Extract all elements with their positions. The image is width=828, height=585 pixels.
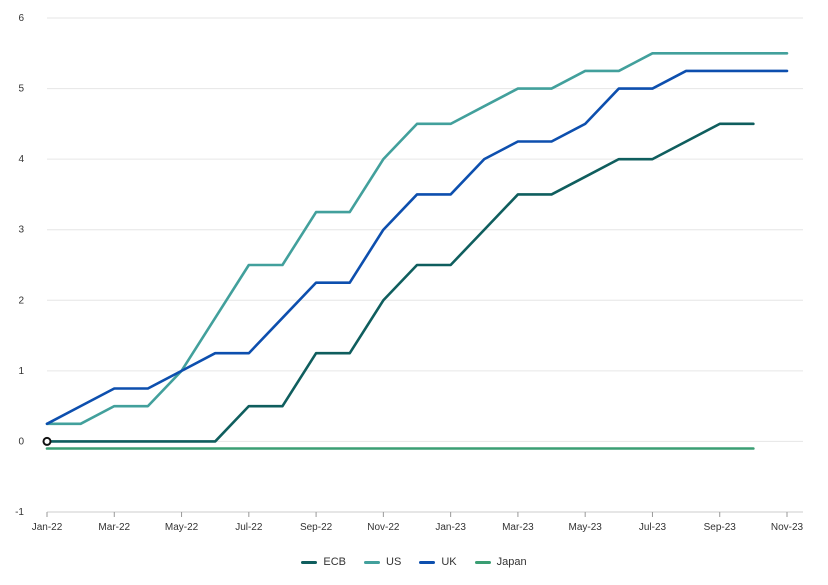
y-tick-label: 5 <box>18 84 24 95</box>
legend-item-ecb[interactable]: ECB <box>301 556 346 568</box>
x-tick-label: Jul-23 <box>639 522 667 533</box>
legend-swatch <box>301 560 318 564</box>
x-tick-label: Jan-22 <box>32 522 63 533</box>
x-tick-label: Mar-22 <box>98 522 130 533</box>
series-line-us[interactable] <box>45 51 789 426</box>
x-tick-label: Mar-23 <box>502 522 534 533</box>
y-tick-label: 4 <box>18 154 24 165</box>
y-tick-label: -1 <box>15 507 24 518</box>
series-line-ecb[interactable] <box>45 122 755 443</box>
legend: ECB US UK Japan <box>0 552 828 572</box>
legend-swatch <box>364 560 381 564</box>
x-tick-label: Nov-22 <box>367 522 400 533</box>
series-line-uk[interactable] <box>45 69 789 426</box>
legend-label: UK <box>441 556 457 568</box>
x-tick-label: Jan-23 <box>435 522 466 533</box>
x-tick-label: May-23 <box>569 522 603 533</box>
y-tick-label: 3 <box>18 225 24 236</box>
legend-label: ECB <box>323 556 347 568</box>
legend-item-us[interactable]: US <box>364 556 401 568</box>
y-tick-label: 6 <box>18 13 24 24</box>
legend-swatch <box>419 560 436 564</box>
x-tick-label: Jul-22 <box>235 522 263 533</box>
x-tick-label: Sep-22 <box>300 522 333 533</box>
x-tick-label: May-22 <box>165 522 199 533</box>
legend-label: US <box>386 556 402 568</box>
markers <box>42 436 52 446</box>
legend-item-uk[interactable]: UK <box>419 556 457 568</box>
y-tick-label: 1 <box>18 366 24 377</box>
legend-label: Japan <box>496 556 527 568</box>
y-tick-label: 0 <box>18 436 24 447</box>
legend-item-japan[interactable]: Japan <box>474 556 527 568</box>
legend-swatch <box>474 560 491 564</box>
x-tick-label: Sep-23 <box>704 522 737 533</box>
series-lines <box>45 51 789 450</box>
x-tick-label: Nov-23 <box>771 522 804 533</box>
axes: -1 0 1 2 3 4 5 6 Jan-22 Mar-22 May-22 Jul-22 Sep-22 N… <box>15 13 803 533</box>
y-tick-label: 2 <box>18 295 24 306</box>
highlight-marker[interactable] <box>42 436 52 446</box>
